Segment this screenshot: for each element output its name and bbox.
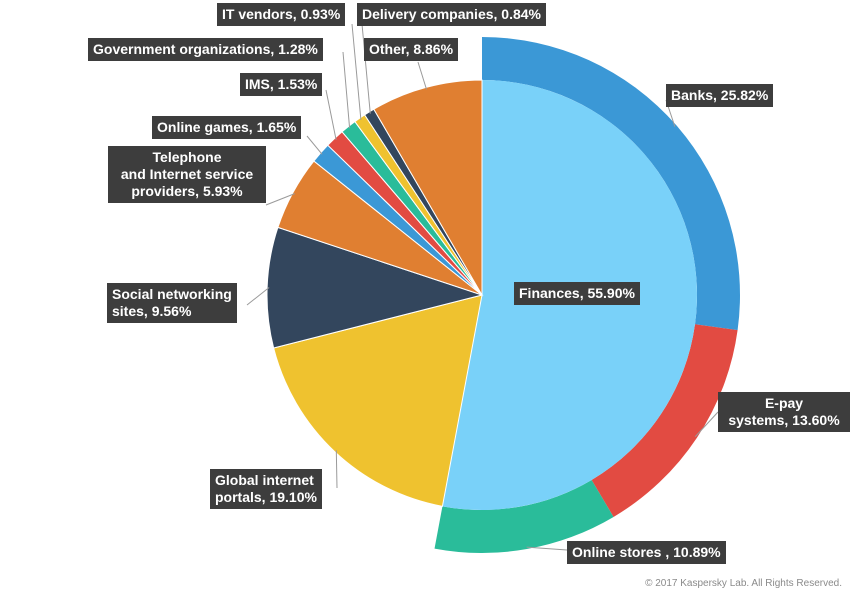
leader-line-stores — [526, 546, 568, 551]
label-telephone-line: Telephone — [152, 149, 222, 165]
label-games-line: Online games, 1.65% — [157, 119, 297, 135]
label-telephone-line: and Internet service — [120, 166, 254, 182]
leader-line-epay — [694, 411, 719, 437]
leader-line-itvendors — [351, 23, 362, 120]
label-finances-line: Finances, 55.90% — [519, 285, 635, 301]
leader-line-games — [306, 135, 323, 155]
label-global-line: portals, 19.10% — [215, 489, 317, 505]
pie-slice-global — [273, 294, 483, 507]
label-delivery: Delivery companies, 0.84% — [357, 3, 546, 26]
leader-line-government — [342, 51, 351, 129]
leader-line-telephone — [265, 193, 295, 206]
label-delivery-line: Delivery companies, 0.84% — [362, 6, 541, 22]
label-ims-line: IMS, 1.53% — [245, 76, 318, 92]
leader-line-global — [335, 450, 338, 489]
label-itvendors-line: IT vendors, 0.93% — [222, 6, 341, 22]
label-itvendors: IT vendors, 0.93% — [217, 3, 346, 26]
leader-lines — [246, 23, 719, 551]
leader-line-delivery — [361, 23, 371, 114]
label-global: Global internet portals, 19.10% — [210, 469, 322, 509]
label-social: Social networking sites, 9.56% — [107, 283, 237, 323]
label-government: Government organizations, 1.28% — [88, 38, 323, 61]
label-government-line: Government organizations, 1.28% — [93, 41, 318, 57]
ring-segment-stores — [434, 479, 614, 553]
label-ims: IMS, 1.53% — [240, 73, 323, 96]
label-epay-line: systems, 13.60% — [728, 412, 840, 428]
label-social-line: sites, 9.56% — [112, 303, 192, 319]
label-other: Other, 8.86% — [364, 38, 459, 61]
label-epay: E-pay systems, 13.60% — [718, 392, 850, 432]
label-telephone-line: providers, 5.93% — [131, 183, 243, 199]
label-stores-line: Online stores , 10.89% — [572, 544, 721, 560]
copyright-notice: © 2017 Kaspersky Lab. All Rights Reserve… — [645, 578, 842, 589]
outer-ring — [434, 36, 741, 553]
label-telephone: Telephone and Internet service providers, … — [108, 146, 266, 203]
label-games: Online games, 1.65% — [152, 116, 302, 139]
label-finances: Finances, 55.90% — [514, 282, 640, 305]
label-stores: Online stores , 10.89% — [567, 541, 726, 564]
label-global-line: Global internet — [215, 472, 314, 488]
ring-segment-banks — [482, 36, 741, 331]
label-other-line: Other, 8.86% — [369, 41, 454, 57]
label-banks-line: Banks, 25.82% — [671, 87, 769, 103]
leader-line-other — [417, 61, 427, 90]
ring-segment-epay — [591, 324, 738, 517]
label-banks: Banks, 25.82% — [666, 84, 774, 107]
label-social-line: Social networking — [112, 286, 232, 302]
label-epay-line: E-pay — [764, 395, 804, 411]
inner-pie — [266, 79, 697, 510]
leader-line-social — [246, 287, 270, 306]
leader-line-ims — [325, 89, 337, 140]
pie-slice-social — [266, 226, 484, 349]
